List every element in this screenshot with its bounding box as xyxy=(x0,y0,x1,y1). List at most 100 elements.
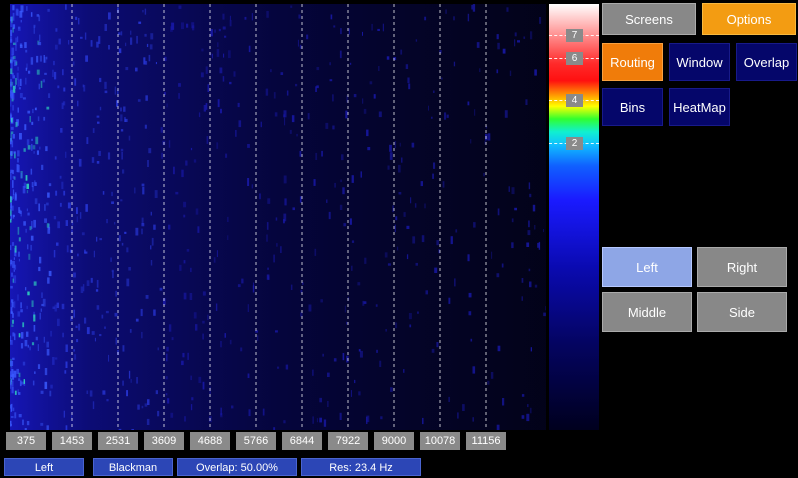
spectrogram-texture xyxy=(228,50,231,59)
spectrogram-texture xyxy=(11,272,13,277)
spectrogram-texture xyxy=(14,194,17,201)
left-channel-button[interactable]: Left xyxy=(602,247,692,287)
spectrogram-texture xyxy=(10,416,14,418)
spectrogram-texture xyxy=(255,330,259,333)
spectrogram-texture xyxy=(10,138,12,145)
spectrogram-texture xyxy=(166,103,168,108)
spectrogram-texture xyxy=(392,205,394,213)
spectrogram-texture xyxy=(13,176,15,180)
spectrogram-texture xyxy=(111,269,114,273)
spectrogram-texture xyxy=(289,129,292,134)
spectrogram-texture xyxy=(48,183,52,187)
spectrogram-texture xyxy=(39,34,41,42)
spectrogram-texture xyxy=(126,247,129,253)
spectrogram-texture xyxy=(384,252,388,258)
bins-button[interactable]: Bins xyxy=(602,88,663,126)
spectrogram-texture xyxy=(179,264,182,271)
spectrogram-texture xyxy=(33,24,36,28)
color-scale-bar: 7 6 4 2 xyxy=(549,4,599,430)
side-channel-button[interactable]: Side xyxy=(697,292,787,332)
spectrogram-texture xyxy=(46,202,49,206)
spectrogram-texture xyxy=(178,93,180,99)
spectrogram-texture xyxy=(247,373,250,378)
spectrogram-texture xyxy=(16,164,19,172)
spectrogram-texture xyxy=(99,77,102,83)
options-button[interactable]: Options xyxy=(702,3,796,35)
spectrogram-texture xyxy=(86,280,90,286)
spectrogram-texture xyxy=(118,48,122,54)
spectrogram-texture xyxy=(28,253,31,260)
spectrogram-texture xyxy=(14,333,16,341)
spectrogram-texture xyxy=(26,139,30,146)
spectrogram-texture xyxy=(34,180,36,186)
window-button[interactable]: Window xyxy=(669,43,730,81)
spectrogram-texture xyxy=(385,329,387,332)
spectrogram-texture xyxy=(348,28,350,35)
spectrogram-texture xyxy=(220,108,222,114)
spectrogram-texture xyxy=(102,390,106,395)
spectrogram-texture xyxy=(526,413,530,422)
routing-button[interactable]: Routing xyxy=(602,43,663,81)
spectrogram-texture xyxy=(23,379,25,384)
spectrogram-texture xyxy=(379,360,382,367)
spectrogram-texture xyxy=(170,412,174,418)
spectrogram-texture xyxy=(333,25,336,28)
spectrogram-texture xyxy=(106,399,109,402)
spectrogram-texture xyxy=(144,33,147,37)
spectrogram-texture xyxy=(360,171,362,178)
spectrogram-texture xyxy=(116,100,119,107)
spectrogram-texture xyxy=(483,172,485,177)
color-scale-label-6: 6 xyxy=(566,52,583,65)
spectrogram-texture xyxy=(98,150,101,156)
spectrogram-texture xyxy=(10,340,13,345)
spectrogram-texture xyxy=(60,128,63,133)
spectrogram-texture xyxy=(18,414,22,418)
overlap-button[interactable]: Overlap xyxy=(736,43,797,81)
spectrogram-texture xyxy=(31,300,34,307)
spectrogram-texture xyxy=(273,254,275,263)
spectrogram-texture xyxy=(107,152,111,160)
spectrogram-texture xyxy=(99,334,102,337)
spectrogram-texture xyxy=(403,369,405,373)
spectrogram-texture xyxy=(521,278,524,283)
spectrogram-texture xyxy=(19,78,22,86)
right-channel-button[interactable]: Right xyxy=(697,247,787,287)
spectrogram-texture xyxy=(10,112,12,119)
spectrogram-texture xyxy=(45,146,48,152)
spectrogram-texture xyxy=(369,81,373,85)
spectrogram-texture xyxy=(412,236,416,244)
spectrogram-texture xyxy=(52,357,55,365)
middle-channel-button[interactable]: Middle xyxy=(602,292,692,332)
spectrogram-texture xyxy=(65,361,68,368)
spectrogram-texture xyxy=(185,160,188,166)
spectrogram-texture xyxy=(30,235,34,241)
spectrogram-texture xyxy=(10,57,13,64)
spectrogram-texture xyxy=(10,151,13,156)
spectrogram-texture xyxy=(14,412,17,419)
spectrogram-texture xyxy=(53,216,57,220)
heatmap-button[interactable]: HeatMap xyxy=(669,88,730,126)
spectrogram-texture xyxy=(115,290,117,297)
spectrogram-texture xyxy=(300,312,303,317)
spectrogram-texture xyxy=(138,21,142,24)
spectrogram-texture xyxy=(19,210,22,214)
spectrogram-texture xyxy=(198,112,201,118)
spectrogram-texture xyxy=(142,186,145,195)
screens-button[interactable]: Screens xyxy=(602,3,696,35)
spectrogram-texture xyxy=(20,172,23,179)
spectrogram-texture xyxy=(27,145,31,150)
spectrogram-texture xyxy=(511,187,515,195)
spectrogram-texture xyxy=(225,153,228,158)
spectrogram-texture xyxy=(10,89,14,95)
spectrogram-texture xyxy=(19,93,23,98)
spectrogram-texture xyxy=(17,226,20,235)
spectrogram-texture xyxy=(37,364,41,369)
spectrogram-texture xyxy=(186,23,189,28)
spectrogram-texture xyxy=(233,71,236,77)
spectrogram-texture xyxy=(247,144,250,148)
spectrogram-texture xyxy=(190,147,193,151)
spectrogram-texture xyxy=(10,94,14,99)
spectrogram-texture xyxy=(66,245,69,253)
spectrogram-texture xyxy=(68,40,70,45)
spectrogram-texture xyxy=(496,273,500,278)
